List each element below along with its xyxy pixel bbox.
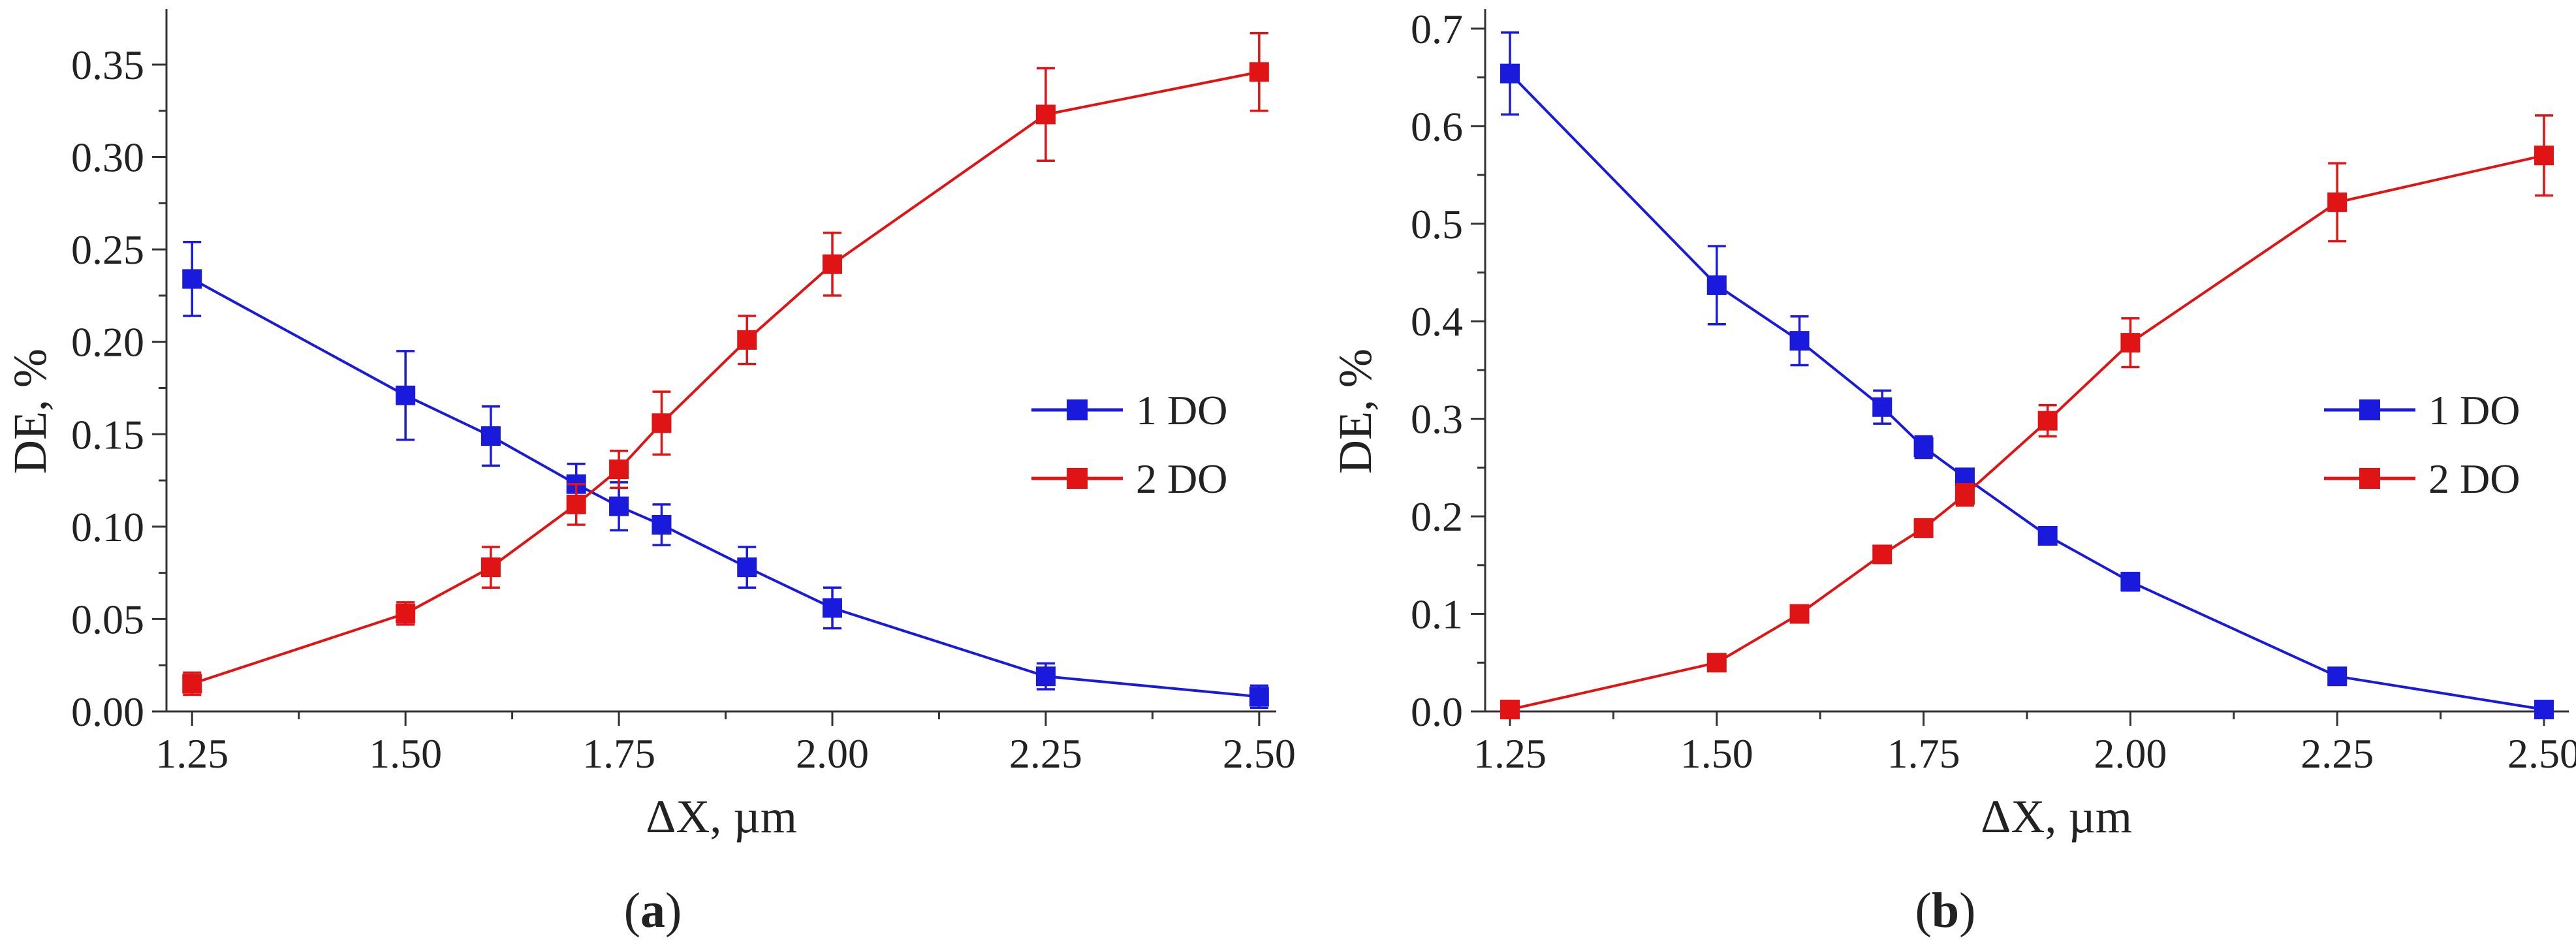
y-tick-label: 0.15 xyxy=(71,411,144,458)
y-tick-label: 0.0 xyxy=(1411,689,1463,735)
data-point-1do xyxy=(1249,687,1269,707)
data-point-1do xyxy=(1035,666,1056,687)
panel-a-legend: 1 DO 2 DO xyxy=(1031,387,1227,502)
data-point-1do xyxy=(1500,63,1520,84)
panel-b-series xyxy=(1500,31,2554,720)
data-point-1do xyxy=(2534,700,2554,720)
legend-marker-1do xyxy=(2359,399,2380,420)
data-point-2do xyxy=(1913,518,1934,538)
data-point-1do xyxy=(609,496,629,516)
data-point-2do xyxy=(182,674,202,694)
panel-b-legend-2do: 2 DO xyxy=(2428,456,2520,502)
x-tick-label: 1.25 xyxy=(155,730,228,777)
y-tick-label: 0.7 xyxy=(1411,6,1463,52)
data-point-1do xyxy=(1706,275,1727,295)
x-tick-label: 1.75 xyxy=(582,730,655,777)
y-tick-label: 0.2 xyxy=(1411,493,1463,540)
data-point-2do xyxy=(2534,146,2554,166)
panel-b-label: (b) xyxy=(1915,883,1976,938)
chart-panel-b: 0.0 0.1 0.2 0.3 0.4 0.5 0.6 0.7 1.25 1.50 1.75 2.00… xyxy=(1329,6,2576,938)
x-tick-label: 2.50 xyxy=(2507,730,2576,777)
panel-a-x-axis-title: ΔX, µm xyxy=(646,790,797,843)
data-point-1do xyxy=(737,557,757,578)
series-line-1do xyxy=(1509,72,2545,711)
data-point-1do xyxy=(1872,397,1893,417)
data-point-2do xyxy=(1789,604,1810,624)
y-tick-label: 0.05 xyxy=(71,596,144,642)
panel-a-legend-1do: 1 DO xyxy=(1136,387,1227,433)
data-point-2do xyxy=(480,557,501,578)
data-point-1do xyxy=(2327,666,2348,687)
y-tick-label: 0.00 xyxy=(71,689,144,735)
data-point-2do xyxy=(1955,485,1975,505)
y-tick-label: 0.6 xyxy=(1411,103,1463,149)
panel-a-series xyxy=(182,32,1269,709)
y-tick-label: 0.30 xyxy=(71,134,144,181)
panel-a-letter: a xyxy=(640,883,665,938)
x-tick-label: 1.50 xyxy=(369,730,442,777)
data-point-2do xyxy=(1872,544,1893,565)
data-point-2do xyxy=(652,413,672,433)
series-line-2do xyxy=(191,70,1260,685)
y-tick-label: 0.4 xyxy=(1411,298,1463,345)
y-tick-label: 0.35 xyxy=(71,42,144,88)
x-tick-label: 2.25 xyxy=(1009,730,1082,777)
y-tick-label: 0.10 xyxy=(71,504,144,550)
series-line-2do xyxy=(1509,154,2545,711)
panel-b-axes: 0.0 0.1 0.2 0.3 0.4 0.5 0.6 0.7 1.25 1.50 1.75 2.00… xyxy=(1411,6,2576,777)
x-tick-label: 1.25 xyxy=(1473,730,1547,777)
panel-b-legend-1do: 1 DO xyxy=(2428,387,2520,433)
data-point-2do xyxy=(396,603,416,623)
data-point-2do xyxy=(2037,411,2058,431)
panel-b-x-axis-title: ΔX, µm xyxy=(1981,790,2132,843)
data-point-2do xyxy=(566,494,586,514)
data-point-2do xyxy=(609,460,629,480)
data-point-2do xyxy=(823,254,842,274)
panel-a-axes: 0.00 0.05 0.10 0.15 0.20 0.25 0.30 0.35 1.25 1.50… xyxy=(71,9,1296,777)
data-point-2do xyxy=(1035,104,1056,125)
panel-b-y-axis-title: DE, % xyxy=(1329,349,1381,474)
y-tick-label: 0.1 xyxy=(1411,591,1463,638)
data-point-1do xyxy=(652,515,672,535)
data-point-2do xyxy=(1249,62,1269,82)
panel-a-legend-2do: 2 DO xyxy=(1136,456,1227,502)
y-tick-label: 0.25 xyxy=(71,226,144,273)
data-point-1do xyxy=(396,385,416,405)
legend-marker-2do xyxy=(1067,468,1088,489)
panel-a-y-axis-title: DE, % xyxy=(4,349,56,474)
data-point-1do xyxy=(2037,526,2058,546)
data-point-1do xyxy=(182,269,202,289)
panel-b-legend: 1 DO 2 DO xyxy=(2324,387,2520,502)
y-tick-label: 0.3 xyxy=(1411,396,1463,443)
y-tick-label: 0.5 xyxy=(1411,201,1463,247)
data-point-2do xyxy=(1500,700,1520,720)
x-tick-label: 2.00 xyxy=(2094,730,2167,777)
data-point-2do xyxy=(1706,653,1727,673)
data-point-1do xyxy=(2120,572,2141,592)
data-point-1do xyxy=(480,426,501,446)
data-point-2do xyxy=(2327,192,2348,212)
data-point-1do xyxy=(823,598,842,618)
data-point-1do xyxy=(1913,437,1934,458)
x-tick-label: 2.00 xyxy=(796,730,869,777)
x-tick-label: 1.50 xyxy=(1680,730,1753,777)
data-point-2do xyxy=(737,330,757,350)
legend-marker-1do xyxy=(1067,399,1088,420)
x-tick-label: 2.25 xyxy=(2301,730,2374,777)
data-point-1do xyxy=(1789,331,1810,351)
panel-a-label: (a) xyxy=(624,883,682,938)
y-tick-label: 0.20 xyxy=(71,319,144,366)
x-tick-label: 2.50 xyxy=(1223,730,1296,777)
x-tick-label: 1.75 xyxy=(1887,730,1960,777)
panel-b-letter: b xyxy=(1932,883,1959,938)
chart-panel-a: 0.00 0.05 0.10 0.15 0.20 0.25 0.30 0.35 1.25 1.50… xyxy=(4,9,1296,938)
series-line-1do xyxy=(191,277,1260,698)
legend-marker-2do xyxy=(2359,468,2380,489)
data-point-2do xyxy=(2120,333,2141,353)
